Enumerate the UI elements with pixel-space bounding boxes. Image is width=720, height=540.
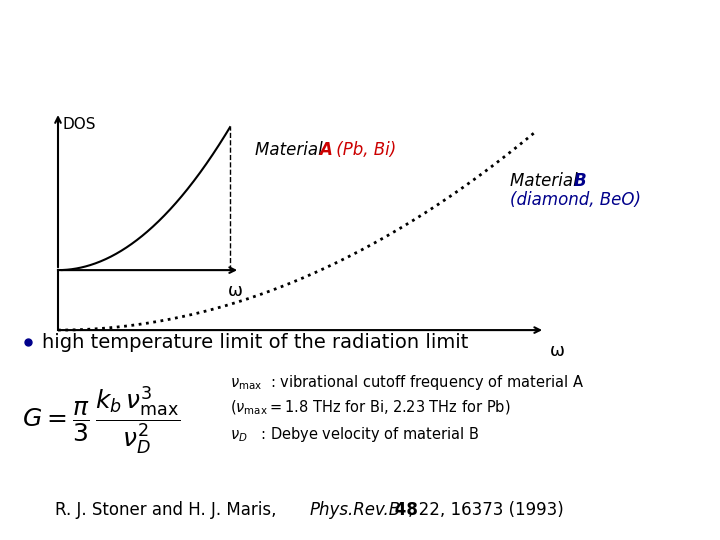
Text: $(\nu_{\mathrm{max}} = 1.8$ THz for Bi, 2.23 THz for Pb$)$: $(\nu_{\mathrm{max}} = 1.8$ THz for Bi, … xyxy=(230,399,510,417)
Text: A: A xyxy=(319,141,332,159)
Text: Material: Material xyxy=(255,141,328,159)
Text: high temperature limit of the radiation limit: high temperature limit of the radiation … xyxy=(42,333,469,352)
Text: $\nu_{\mathrm{max}}$  : vibrational cutoff frequency of material A: $\nu_{\mathrm{max}}$ : vibrational cutof… xyxy=(230,373,584,392)
Text: Interfaces between highly dissimilar materials: Interfaces between highly dissimilar mat… xyxy=(9,21,652,49)
Text: 48: 48 xyxy=(389,501,418,519)
Text: R. J. Stoner and H. J. Maris,: R. J. Stoner and H. J. Maris, xyxy=(55,501,287,519)
Text: (diamond, BeO): (diamond, BeO) xyxy=(510,191,641,209)
Text: ω: ω xyxy=(228,282,243,300)
Text: DOS: DOS xyxy=(63,117,96,132)
Text: Phys.Rev.B: Phys.Rev.B xyxy=(310,501,401,519)
Text: , 22, 16373 (1993): , 22, 16373 (1993) xyxy=(408,501,564,519)
Text: Material: Material xyxy=(510,172,583,190)
Text: (Pb, Bi): (Pb, Bi) xyxy=(331,141,396,159)
Text: B: B xyxy=(574,172,587,190)
Text: $\nu_D$   : Debye velocity of material B: $\nu_D$ : Debye velocity of material B xyxy=(230,424,479,443)
Text: $G = \dfrac{\pi}{3}\,\dfrac{k_b\,\nu_{\mathrm{max}}^3}{\nu_D^2}$: $G = \dfrac{\pi}{3}\,\dfrac{k_b\,\nu_{\m… xyxy=(22,384,180,456)
Text: ω: ω xyxy=(550,342,565,360)
